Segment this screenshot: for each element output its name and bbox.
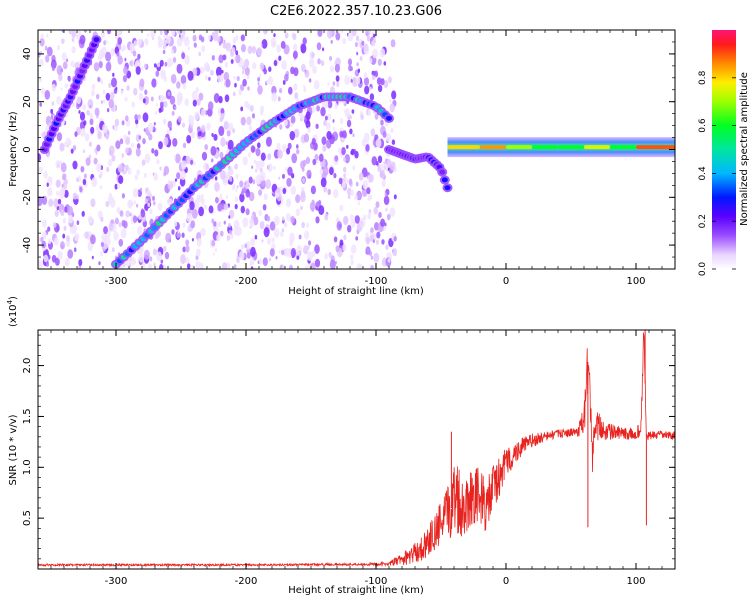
snr-xtick-label: -100 bbox=[365, 576, 388, 587]
svg-text:(x104): (x104) bbox=[6, 296, 19, 327]
snr-ytick-label: 2.0 bbox=[22, 358, 33, 374]
snr-multiplier: (x104) bbox=[6, 296, 19, 327]
snr-ytick-label: 1.5 bbox=[22, 408, 33, 424]
colorbar-tick-label: 0.4 bbox=[698, 166, 708, 181]
colorbar-tick-label: 0.0 bbox=[698, 262, 708, 277]
snr-ytick-label: 1.0 bbox=[22, 459, 33, 475]
snr-plot-area bbox=[38, 330, 675, 568]
snr-multiplier-exp: 4 bbox=[6, 299, 14, 304]
spectrogram-xtick-label: -100 bbox=[365, 276, 388, 287]
colorbar-tick-label: 0.2 bbox=[698, 214, 708, 228]
spectrogram-ytick-label: 40 bbox=[22, 48, 33, 61]
colorbar-ticks: 0.0 0.2 0.4 0.6 0.8 bbox=[698, 70, 736, 276]
lower-branch-trace bbox=[384, 145, 453, 193]
colorbar-tick-label: 0.8 bbox=[698, 70, 708, 85]
snr-xtick-label: -300 bbox=[105, 576, 128, 587]
snr-frame bbox=[37, 329, 676, 570]
spectrogram-xtick-label: 0 bbox=[503, 276, 509, 287]
carrier-band bbox=[447, 137, 675, 158]
spectrogram-ytick-label: 0 bbox=[22, 146, 33, 152]
colorbar-label: Normalized spectral amplitude bbox=[739, 72, 750, 226]
snr-xtick-label: 0 bbox=[503, 576, 509, 587]
snr-spikes bbox=[450, 330, 647, 528]
spectrogram-ytick-label: -20 bbox=[22, 189, 33, 205]
snr-xlabel: Height of straight line (km) bbox=[288, 585, 424, 596]
colorbar-tick-label: 0.6 bbox=[698, 118, 708, 133]
spectrogram-ylabel: Frequency (Hz) bbox=[8, 111, 19, 187]
snr-ytick-label: 0.5 bbox=[22, 510, 33, 526]
steep-streak-trace bbox=[39, 35, 102, 154]
spectrogram-xtick-label: -300 bbox=[105, 276, 128, 287]
figure-title: C2E6.2022.357.10.23.G06 bbox=[270, 4, 442, 19]
snr-xtick-label: -200 bbox=[235, 576, 258, 587]
snr-ylabel: SNR (10 * v/v) bbox=[8, 414, 19, 485]
main-doppler-arc-trace bbox=[111, 92, 394, 269]
snr-multiplier-base: (x10 bbox=[8, 304, 19, 327]
noise-speckle bbox=[38, 30, 398, 269]
snr-axes: -300 -200 -100 0 100 0.5 1.0 1.5 2.0 bbox=[22, 330, 676, 587]
spectrogram-plot-area bbox=[38, 30, 675, 269]
snr-xtick-label: 100 bbox=[626, 576, 645, 587]
spectrogram-xtick-label: 100 bbox=[626, 276, 645, 287]
spectrogram-ytick-label: 20 bbox=[22, 95, 33, 108]
spectrogram-ytick-label: -40 bbox=[22, 237, 33, 253]
spectrogram-xtick-label: -200 bbox=[235, 276, 258, 287]
spectrogram-xlabel: Height of straight line (km) bbox=[288, 286, 424, 297]
snr-series-line bbox=[38, 332, 675, 568]
colorbar bbox=[712, 30, 736, 269]
